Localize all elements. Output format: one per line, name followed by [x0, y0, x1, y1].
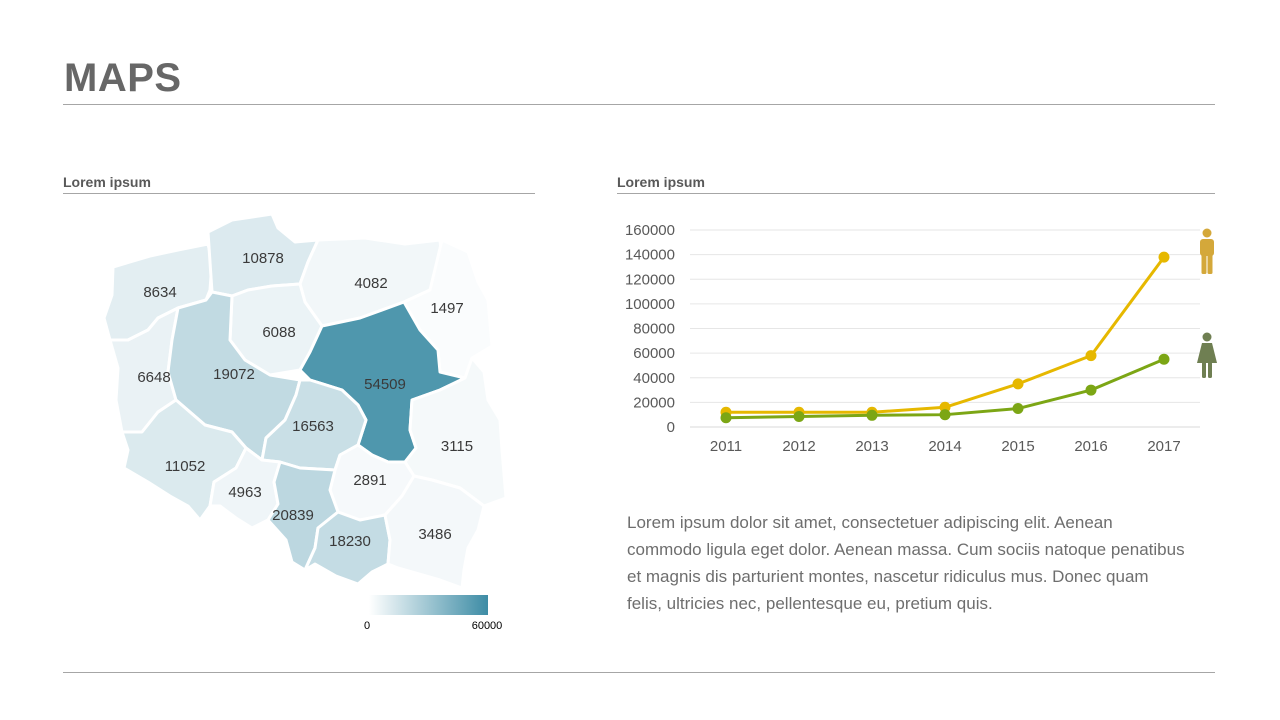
data-point: [939, 409, 951, 421]
region-value-dolnoslaskie: 11052: [165, 458, 206, 475]
data-point: [1012, 378, 1024, 390]
footer-divider: [63, 672, 1215, 673]
y-tick-label: 20000: [633, 394, 675, 411]
y-tick-label: 0: [667, 419, 675, 436]
chart-panel-title: Lorem ipsum: [617, 174, 705, 190]
y-tick-label: 160000: [625, 222, 675, 239]
y-tick-label: 40000: [633, 370, 675, 387]
data-point: [1085, 350, 1097, 362]
y-tick-label: 80000: [633, 321, 675, 338]
region-value-pomorskie: 10878: [242, 250, 284, 267]
series-2: [720, 353, 1170, 424]
region-value-opolskie: 4963: [228, 484, 261, 501]
region-value-podkarpackie: 3486: [418, 526, 451, 543]
region-value-swietokrzyskie: 2891: [353, 472, 386, 489]
legend-max-label: 60000: [472, 620, 503, 632]
region-value-lubuskie: 6648: [137, 369, 170, 386]
legend-color-bar: [369, 595, 488, 615]
region-value-lodzkie: 16563: [292, 418, 334, 435]
x-tick-label: 2015: [1001, 438, 1034, 455]
region-value-lubelskie: 3115: [441, 438, 473, 455]
x-tick-label: 2013: [855, 438, 888, 455]
region-value-slaskie: 20839: [272, 507, 314, 524]
region-value-zachodniopomorskie: 8634: [143, 284, 176, 301]
y-axis: 0 20000 40000 60000 80000 100000 120000 140000 1…: [625, 222, 675, 436]
map-panel-title: Lorem ipsum: [63, 174, 151, 190]
region-value-mazowieckie: 54509: [364, 376, 406, 393]
data-point: [720, 412, 732, 424]
choropleth-map: 10878 8634 4082 1497 6088 6648 19072 545…: [102, 212, 508, 632]
region-value-podlaskie: 1497: [430, 300, 463, 317]
data-point: [866, 409, 878, 421]
data-point: [793, 411, 805, 423]
map-panel-divider: [63, 193, 535, 194]
y-tick-label: 120000: [625, 271, 675, 288]
series-line: [726, 256, 1166, 414]
x-tick-label: 2012: [782, 438, 815, 455]
region-podkarpackie[interactable]: [383, 474, 486, 590]
chart-gridlines: [690, 229, 1200, 403]
region-value-kujawsko-pomorskie: 6088: [262, 324, 295, 341]
x-tick-label: 2016: [1074, 438, 1107, 455]
legend-min-label: 0: [364, 620, 370, 632]
page-title: MAPS: [64, 56, 182, 100]
data-point: [1158, 251, 1170, 263]
description-paragraph: Lorem ipsum dolor sit amet, consectetuer…: [627, 513, 1185, 613]
y-tick-label: 100000: [625, 296, 675, 313]
y-tick-label: 60000: [633, 345, 675, 362]
x-tick-label: 2011: [710, 438, 742, 455]
chart-panel-divider: [617, 193, 1215, 194]
title-divider: [63, 104, 1215, 105]
line-chart: 0 20000 40000 60000 80000 100000 120000 140000 1…: [625, 222, 1200, 455]
x-tick-label: 2017: [1147, 438, 1180, 455]
data-point: [1085, 384, 1097, 396]
chart-series: [720, 251, 1170, 424]
region-value-wielkopolskie: 19072: [213, 366, 255, 383]
male-icon: [1200, 228, 1214, 274]
female-icon: [1197, 332, 1217, 378]
x-tick-label: 2014: [928, 438, 961, 455]
region-value-malopolskie: 18230: [329, 533, 371, 550]
y-tick-label: 140000: [625, 247, 675, 264]
region-value-warminsko-mazurskie: 4082: [354, 275, 387, 292]
x-axis: 2011 2012 2013 2014 2015 2016 2017: [710, 438, 1181, 455]
series-1: [720, 251, 1170, 418]
data-point: [1158, 353, 1170, 365]
data-point: [1012, 403, 1024, 415]
